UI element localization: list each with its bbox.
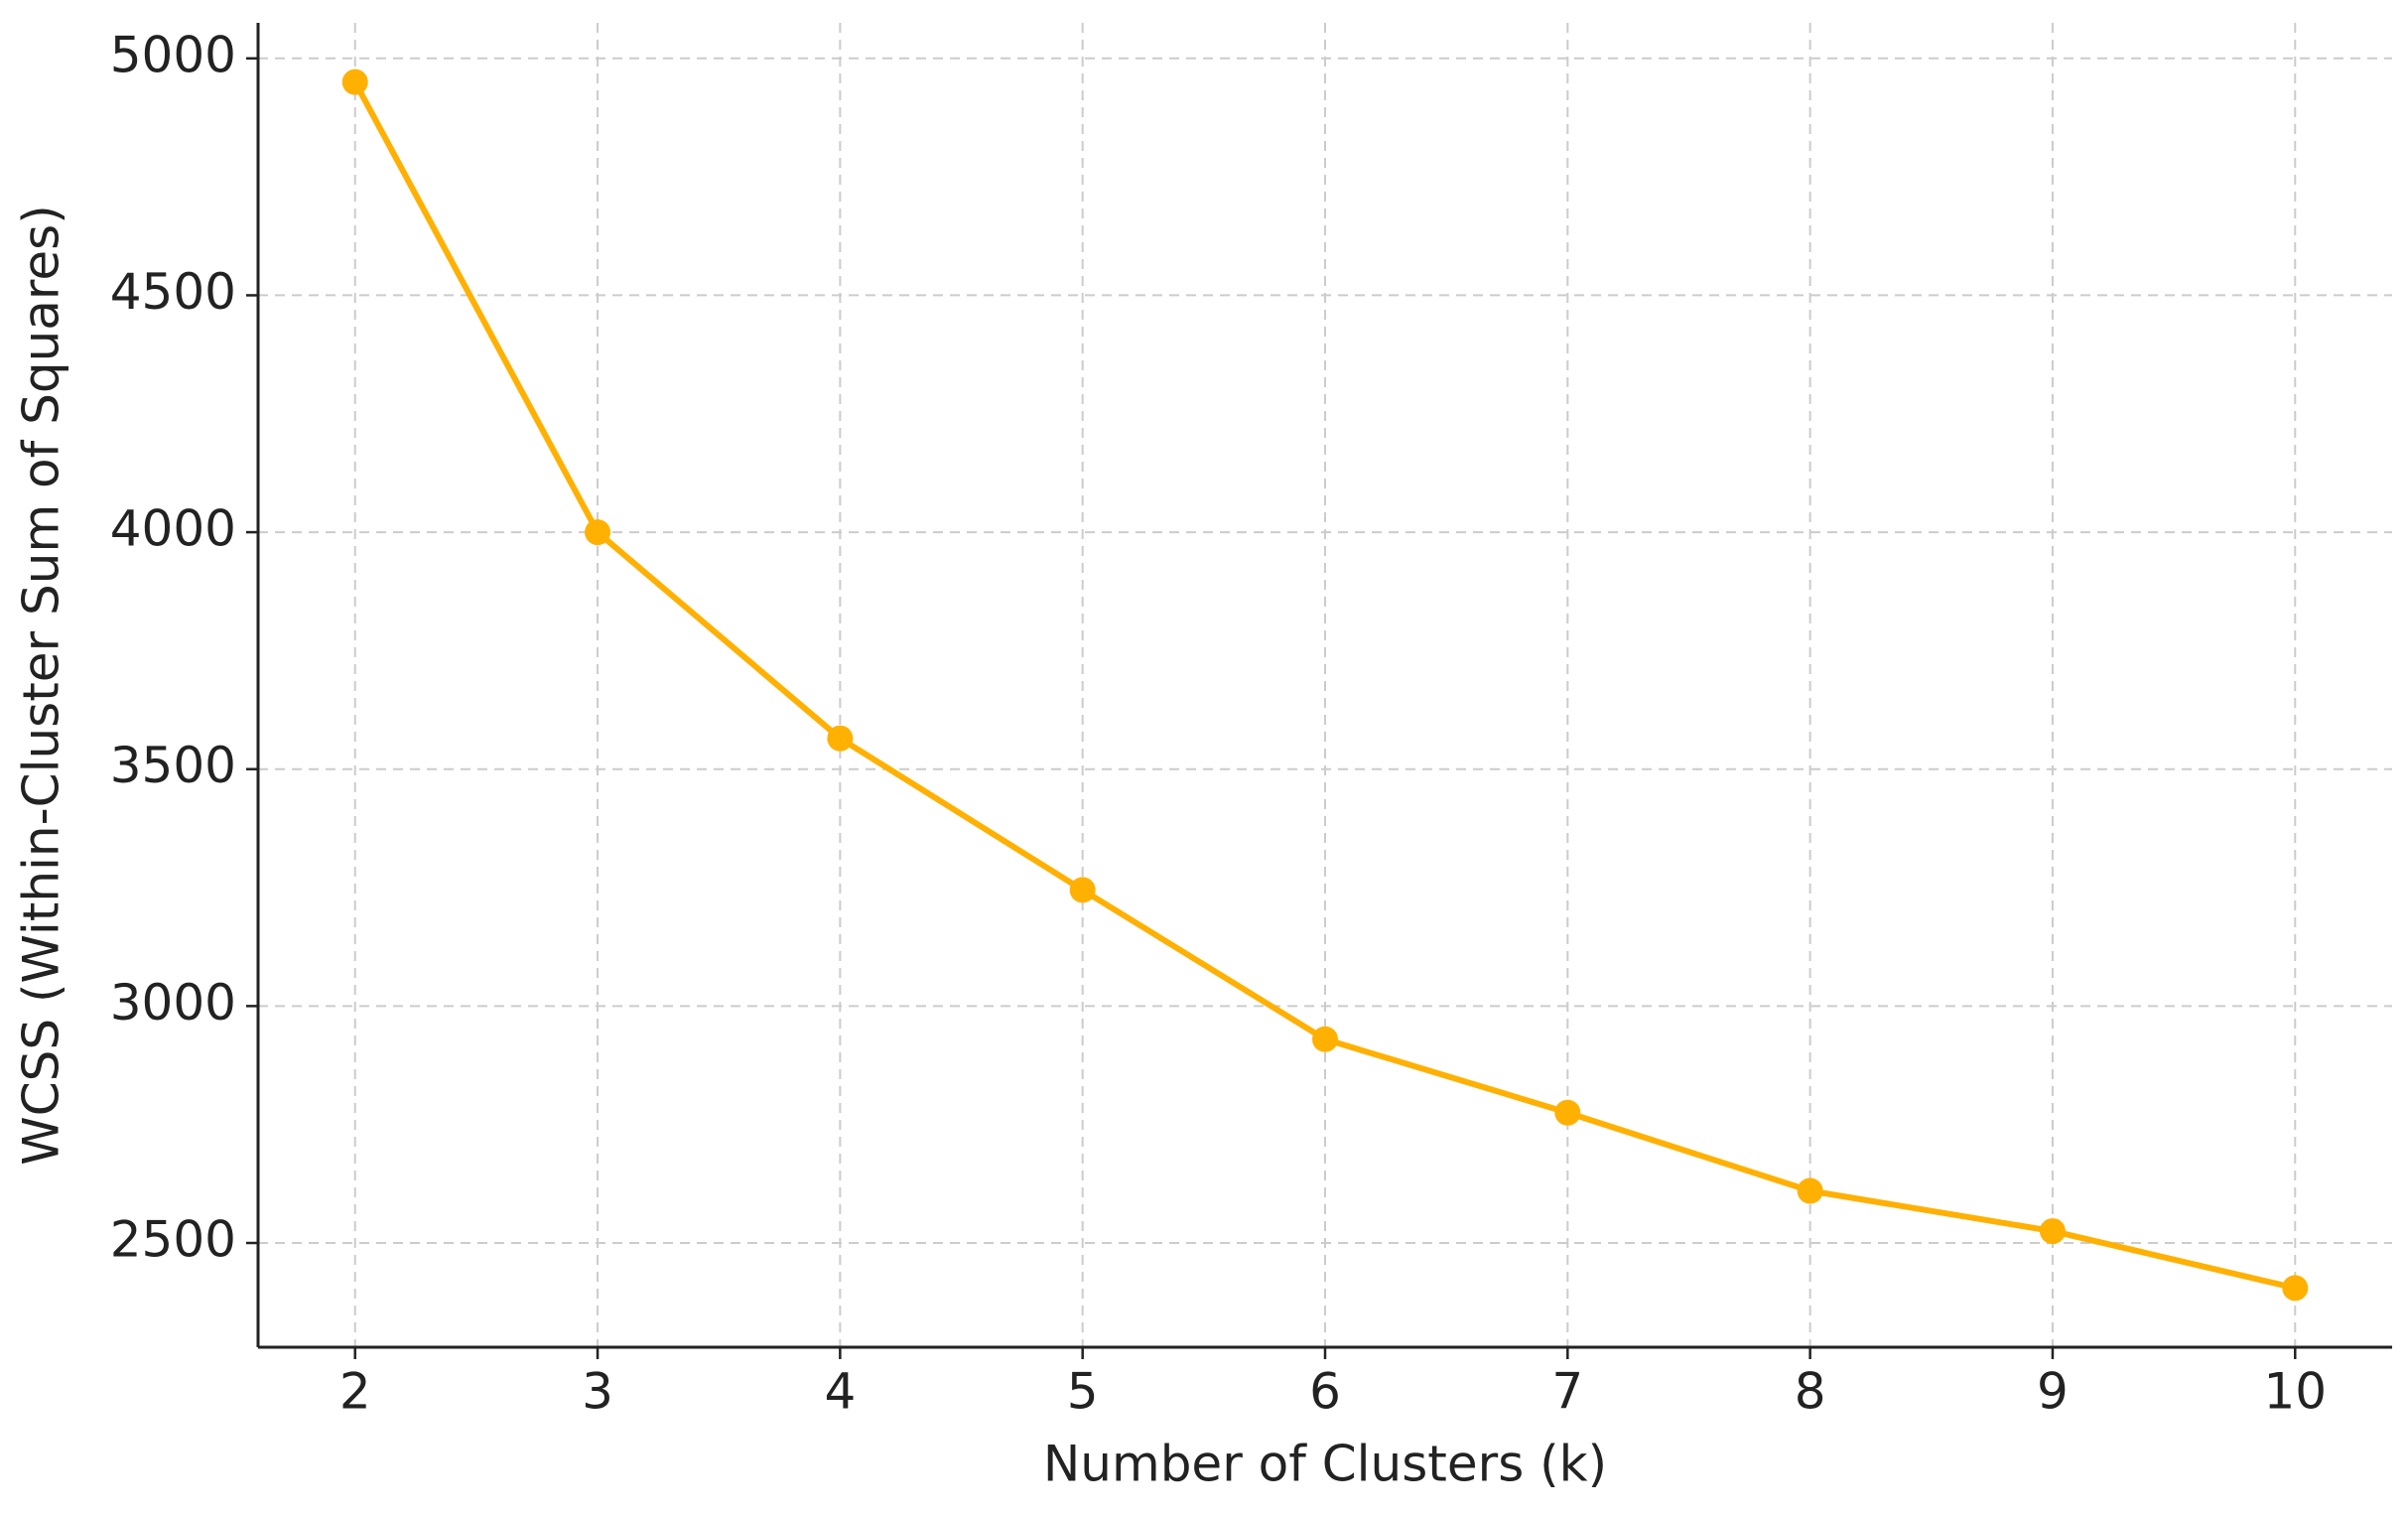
y-tick-label: 2500 — [110, 1210, 236, 1268]
x-tick-label: 9 — [2037, 1363, 2069, 1421]
data-point — [341, 69, 368, 95]
x-tick-label: 10 — [2263, 1363, 2327, 1421]
data-point — [585, 519, 611, 546]
data-point — [2039, 1218, 2066, 1245]
x-axis-label: Number of Clusters (k) — [1043, 1436, 1607, 1493]
data-point — [1312, 1026, 1338, 1052]
x-tick-label: 5 — [1067, 1363, 1099, 1421]
y-tick-label: 4000 — [110, 500, 236, 558]
x-tick-label: 3 — [582, 1363, 613, 1421]
data-point — [827, 725, 854, 752]
data-point — [1797, 1177, 1823, 1204]
y-tick-label: 3000 — [110, 974, 236, 1032]
y-axis-label: WCSS (Within-Cluster Sum of Squares) — [13, 205, 70, 1165]
data-point — [1554, 1099, 1581, 1126]
x-tick-label: 7 — [1551, 1363, 1583, 1421]
data-point — [1069, 877, 1096, 903]
y-tick-label: 5000 — [110, 26, 236, 83]
x-tick-label: 8 — [1795, 1363, 1826, 1421]
x-tick-label: 4 — [824, 1363, 856, 1421]
x-tick-label: 2 — [339, 1363, 371, 1421]
y-tick-label: 3500 — [110, 737, 236, 794]
y-tick-label: 4500 — [110, 263, 236, 321]
data-point — [2282, 1275, 2309, 1302]
x-tick-label: 6 — [1309, 1363, 1341, 1421]
